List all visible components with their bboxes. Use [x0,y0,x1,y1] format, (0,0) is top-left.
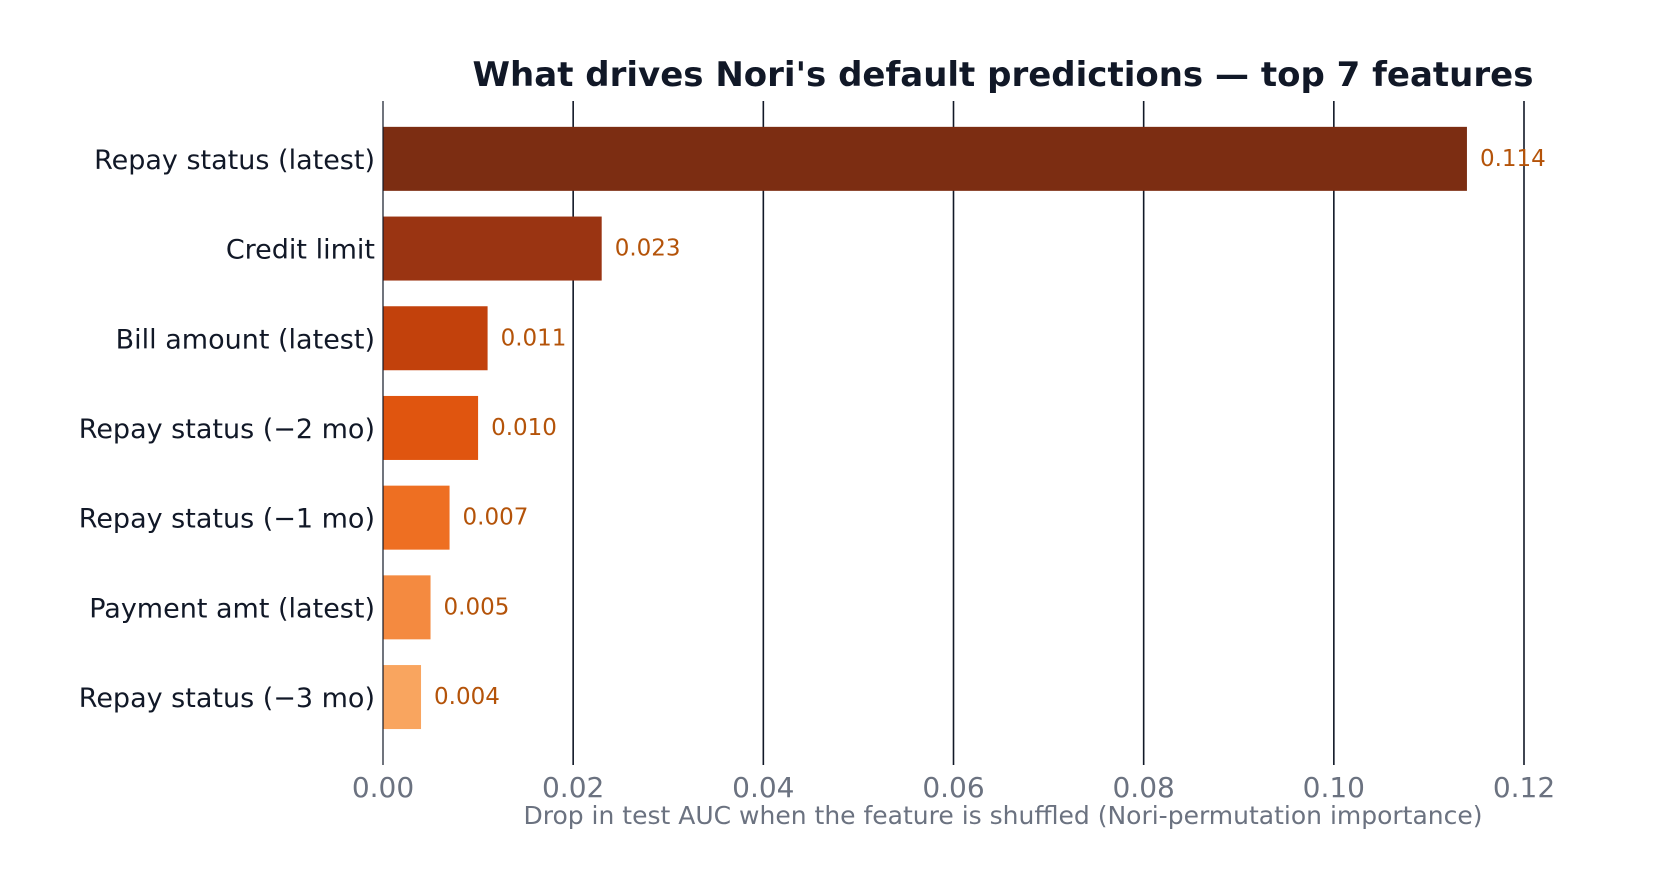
x-tick-label: 0.00 [352,771,414,804]
bar [383,485,450,550]
value-label: 0.007 [463,505,529,531]
value-label: 0.023 [615,236,681,262]
bar [383,126,1467,191]
value-label: 0.004 [434,684,500,710]
x-tick-label: 0.12 [1493,771,1555,804]
bar [383,395,479,460]
x-tick-labels: 0.00 0.02 0.04 0.06 0.08 0.10 0.12 [352,771,1555,804]
category-label: Repay status (−1 mo) [79,504,375,535]
x-tick-label: 0.06 [922,771,984,804]
category-label: Credit limit [226,235,375,266]
bar [383,216,602,281]
value-labels: 0.114 0.023 0.011 0.010 0.007 0.005 0.004 [434,146,1546,710]
gridlines [572,101,1525,765]
category-label: Repay status (latest) [94,145,375,176]
category-label: Payment amt (latest) [89,593,375,624]
bar [383,665,422,730]
value-label: 0.010 [491,415,557,441]
x-tick-label: 0.04 [732,771,794,804]
value-label: 0.011 [501,325,567,351]
category-label: Repay status (−3 mo) [79,683,375,714]
bars [383,126,1467,730]
bar [383,306,488,371]
value-label: 0.005 [444,594,510,620]
category-label: Repay status (−2 mo) [79,414,375,445]
category-label: Bill amount (latest) [116,324,375,355]
x-tick-label: 0.10 [1303,771,1365,804]
x-tick-label: 0.08 [1112,771,1174,804]
x-tick-label: 0.02 [542,771,604,804]
chart-title: What drives Nori's default predictions —… [473,55,1534,95]
value-label: 0.114 [1480,146,1546,172]
bar [383,575,431,640]
x-axis-title: Drop in test AUC when the feature is shu… [523,801,1482,830]
category-labels: Repay status (latest) Credit limit Bill am… [79,145,375,714]
